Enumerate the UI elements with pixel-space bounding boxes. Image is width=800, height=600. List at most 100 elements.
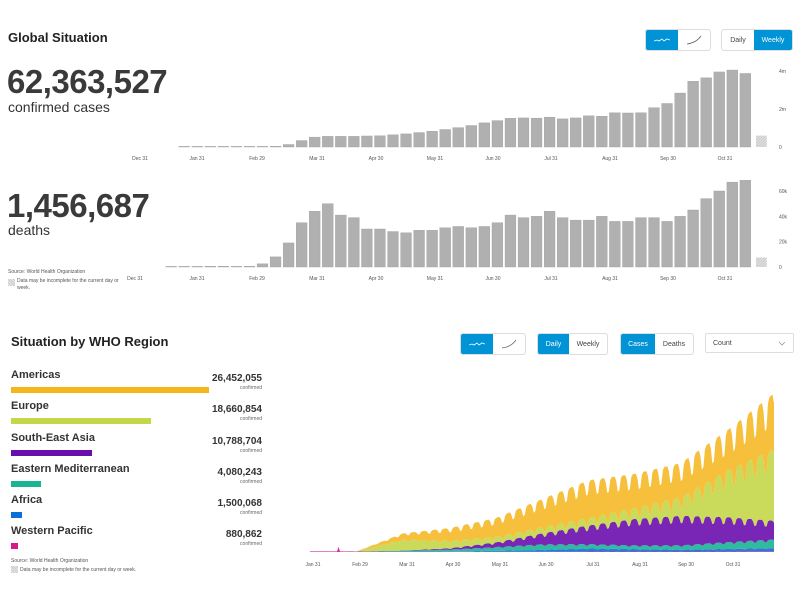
linear-scale-button[interactable] xyxy=(461,334,493,354)
deaths-bar[interactable] xyxy=(282,242,295,268)
cases-bar[interactable] xyxy=(635,112,647,148)
scale-select[interactable]: Count xyxy=(705,333,794,353)
region-area-africa[interactable] xyxy=(310,546,774,552)
region-area-europe[interactable] xyxy=(310,450,774,552)
log-scale-button[interactable] xyxy=(493,334,525,354)
cases-bar[interactable] xyxy=(478,122,490,148)
deaths-bar[interactable] xyxy=(400,232,412,268)
cases-bar[interactable] xyxy=(452,127,464,148)
deaths-bar[interactable] xyxy=(609,221,621,268)
deaths-bar[interactable] xyxy=(544,211,556,268)
cases-bar[interactable] xyxy=(178,146,190,148)
cases-bar[interactable] xyxy=(713,71,725,148)
cases-bar[interactable] xyxy=(609,112,621,148)
cases-bar[interactable] xyxy=(596,116,608,148)
deaths-bar[interactable] xyxy=(348,217,360,268)
deaths-bar[interactable] xyxy=(204,266,216,268)
cases-bar[interactable] xyxy=(400,133,412,148)
cases-button[interactable]: Cases xyxy=(621,334,655,354)
deaths-bar[interactable] xyxy=(452,226,464,268)
cases-bar[interactable] xyxy=(517,117,530,148)
region-area-western-pacific[interactable] xyxy=(310,546,774,552)
deaths-bar[interactable] xyxy=(596,216,608,268)
cases-bar[interactable] xyxy=(204,146,216,148)
cases-bar[interactable] xyxy=(530,117,543,148)
cases-bar[interactable] xyxy=(361,135,373,148)
deaths-bar[interactable] xyxy=(504,214,517,268)
deaths-bar[interactable] xyxy=(687,209,699,268)
deaths-bar[interactable] xyxy=(726,181,738,268)
deaths-bar[interactable] xyxy=(491,222,504,268)
cases-bar[interactable] xyxy=(256,146,269,148)
cases-bar[interactable] xyxy=(426,131,438,148)
cases-bar[interactable] xyxy=(465,125,477,148)
deaths-bar[interactable] xyxy=(478,226,490,268)
cases-bar[interactable] xyxy=(348,136,360,148)
deaths-bar[interactable] xyxy=(387,231,399,268)
deaths-bar[interactable] xyxy=(309,211,321,268)
deaths-bar[interactable] xyxy=(165,266,177,268)
deaths-bar[interactable] xyxy=(739,179,751,268)
cases-bar[interactable] xyxy=(491,120,504,148)
cases-bar[interactable] xyxy=(504,118,517,148)
deaths-bar[interactable] xyxy=(230,266,243,268)
cases-bar[interactable] xyxy=(687,81,699,148)
cases-bar[interactable] xyxy=(387,134,399,148)
cases-bar[interactable] xyxy=(674,92,686,148)
cases-bar[interactable] xyxy=(583,115,595,148)
deaths-bar[interactable] xyxy=(648,217,660,268)
cases-bar[interactable] xyxy=(191,146,203,148)
deaths-bar[interactable] xyxy=(217,266,229,268)
deaths-bar[interactable] xyxy=(413,230,425,268)
deaths-bar[interactable] xyxy=(243,266,256,268)
cases-bar[interactable] xyxy=(374,135,386,148)
weekly-button[interactable]: Weekly xyxy=(576,340,600,348)
cases-bar[interactable] xyxy=(661,103,673,148)
deaths-bar[interactable] xyxy=(700,198,712,268)
cases-bar[interactable] xyxy=(700,77,712,148)
daily-button[interactable]: Daily xyxy=(538,334,569,354)
cases-bar[interactable] xyxy=(648,107,660,148)
deaths-bar[interactable] xyxy=(530,216,543,268)
deaths-bar[interactable] xyxy=(713,190,725,268)
deaths-bar[interactable] xyxy=(426,230,438,268)
deaths-bar[interactable] xyxy=(635,217,647,268)
deaths-bar[interactable] xyxy=(256,263,269,268)
deaths-bar[interactable] xyxy=(583,219,595,268)
cases-bar[interactable] xyxy=(557,118,569,148)
deaths-bar[interactable] xyxy=(296,222,308,268)
deaths-bar[interactable] xyxy=(557,217,569,268)
cases-bar[interactable] xyxy=(296,140,308,148)
cases-bar[interactable] xyxy=(544,116,556,148)
cases-bar[interactable] xyxy=(726,69,738,148)
region-area-americas[interactable] xyxy=(310,394,774,552)
cases-bar[interactable] xyxy=(217,146,229,148)
deaths-bar[interactable] xyxy=(191,266,203,268)
deaths-bar[interactable] xyxy=(361,228,373,268)
linear-scale-button[interactable] xyxy=(646,30,678,50)
cases-bar[interactable] xyxy=(570,117,582,148)
cases-bar[interactable] xyxy=(439,129,451,148)
cases-bar[interactable] xyxy=(309,136,321,148)
cases-bar[interactable] xyxy=(622,112,634,148)
deaths-bar[interactable] xyxy=(335,214,347,268)
log-scale-button[interactable] xyxy=(678,30,710,50)
deaths-bar[interactable] xyxy=(374,228,386,268)
deaths-bar[interactable] xyxy=(322,203,334,268)
cases-bar[interactable] xyxy=(230,146,243,148)
deaths-bar[interactable] xyxy=(674,216,686,268)
cases-bar[interactable] xyxy=(335,136,347,148)
region-area-south-east-asia[interactable] xyxy=(310,515,774,552)
deaths-bar[interactable] xyxy=(570,219,582,268)
weekly-button[interactable]: Weekly xyxy=(754,30,792,50)
deaths-bar[interactable] xyxy=(517,217,530,268)
cases-bar[interactable] xyxy=(269,146,282,148)
cases-bar[interactable] xyxy=(322,136,334,148)
deaths-bar[interactable] xyxy=(178,266,190,268)
daily-button[interactable]: Daily xyxy=(730,36,746,44)
cases-bar[interactable] xyxy=(243,146,256,148)
cases-bar[interactable] xyxy=(413,132,425,148)
deaths-bar[interactable] xyxy=(465,227,477,268)
deaths-bar[interactable] xyxy=(622,221,634,268)
region-area-eastern-mediterranean[interactable] xyxy=(310,539,774,552)
